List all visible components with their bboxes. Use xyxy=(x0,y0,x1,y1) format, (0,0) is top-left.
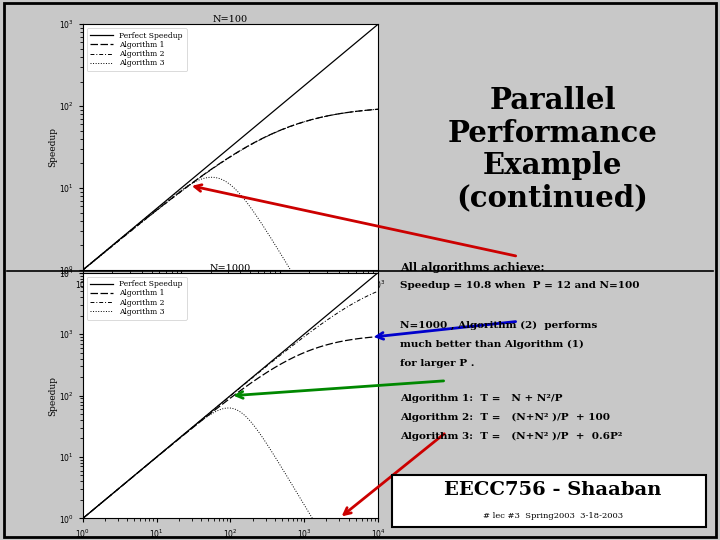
Text: Parallel
Performance
Example
(continued): Parallel Performance Example (continued) xyxy=(448,86,657,213)
Title: N=100: N=100 xyxy=(213,15,248,24)
Text: Algorithm 1:  T =   N + N²/P: Algorithm 1: T = N + N²/P xyxy=(400,394,562,403)
Text: for larger P .: for larger P . xyxy=(400,359,474,368)
Legend: Perfect Speedup, Algorithm 1, Algorithm 2, Algorithm 3: Perfect Speedup, Algorithm 1, Algorithm … xyxy=(86,28,186,71)
X-axis label: Processors: Processors xyxy=(205,293,256,302)
Text: much better than Algorithm (1): much better than Algorithm (1) xyxy=(400,340,583,349)
Text: EECC756 - Shaaban: EECC756 - Shaaban xyxy=(444,481,661,500)
Y-axis label: Speedup: Speedup xyxy=(48,127,58,167)
Text: N=1000 , Algorithm (2)  performs: N=1000 , Algorithm (2) performs xyxy=(400,321,597,330)
Legend: Perfect Speedup, Algorithm 1, Algorithm 2, Algorithm 3: Perfect Speedup, Algorithm 1, Algorithm … xyxy=(86,276,186,320)
Y-axis label: Speedup: Speedup xyxy=(48,375,58,416)
Text: # lec #3  Spring2003  3-18-2003: # lec #3 Spring2003 3-18-2003 xyxy=(482,512,623,519)
Text: Speedup = 10.8 when  P = 12 and N=100: Speedup = 10.8 when P = 12 and N=100 xyxy=(400,281,639,290)
Text: All algorithms achieve:: All algorithms achieve: xyxy=(400,262,544,273)
Title: N=1000: N=1000 xyxy=(210,264,251,273)
Text: Algorithm 2:  T =   (N+N² )/P  + 100: Algorithm 2: T = (N+N² )/P + 100 xyxy=(400,413,610,422)
Text: Algorithm 3:  T =   (N+N² )/P  +  0.6P²: Algorithm 3: T = (N+N² )/P + 0.6P² xyxy=(400,432,622,441)
